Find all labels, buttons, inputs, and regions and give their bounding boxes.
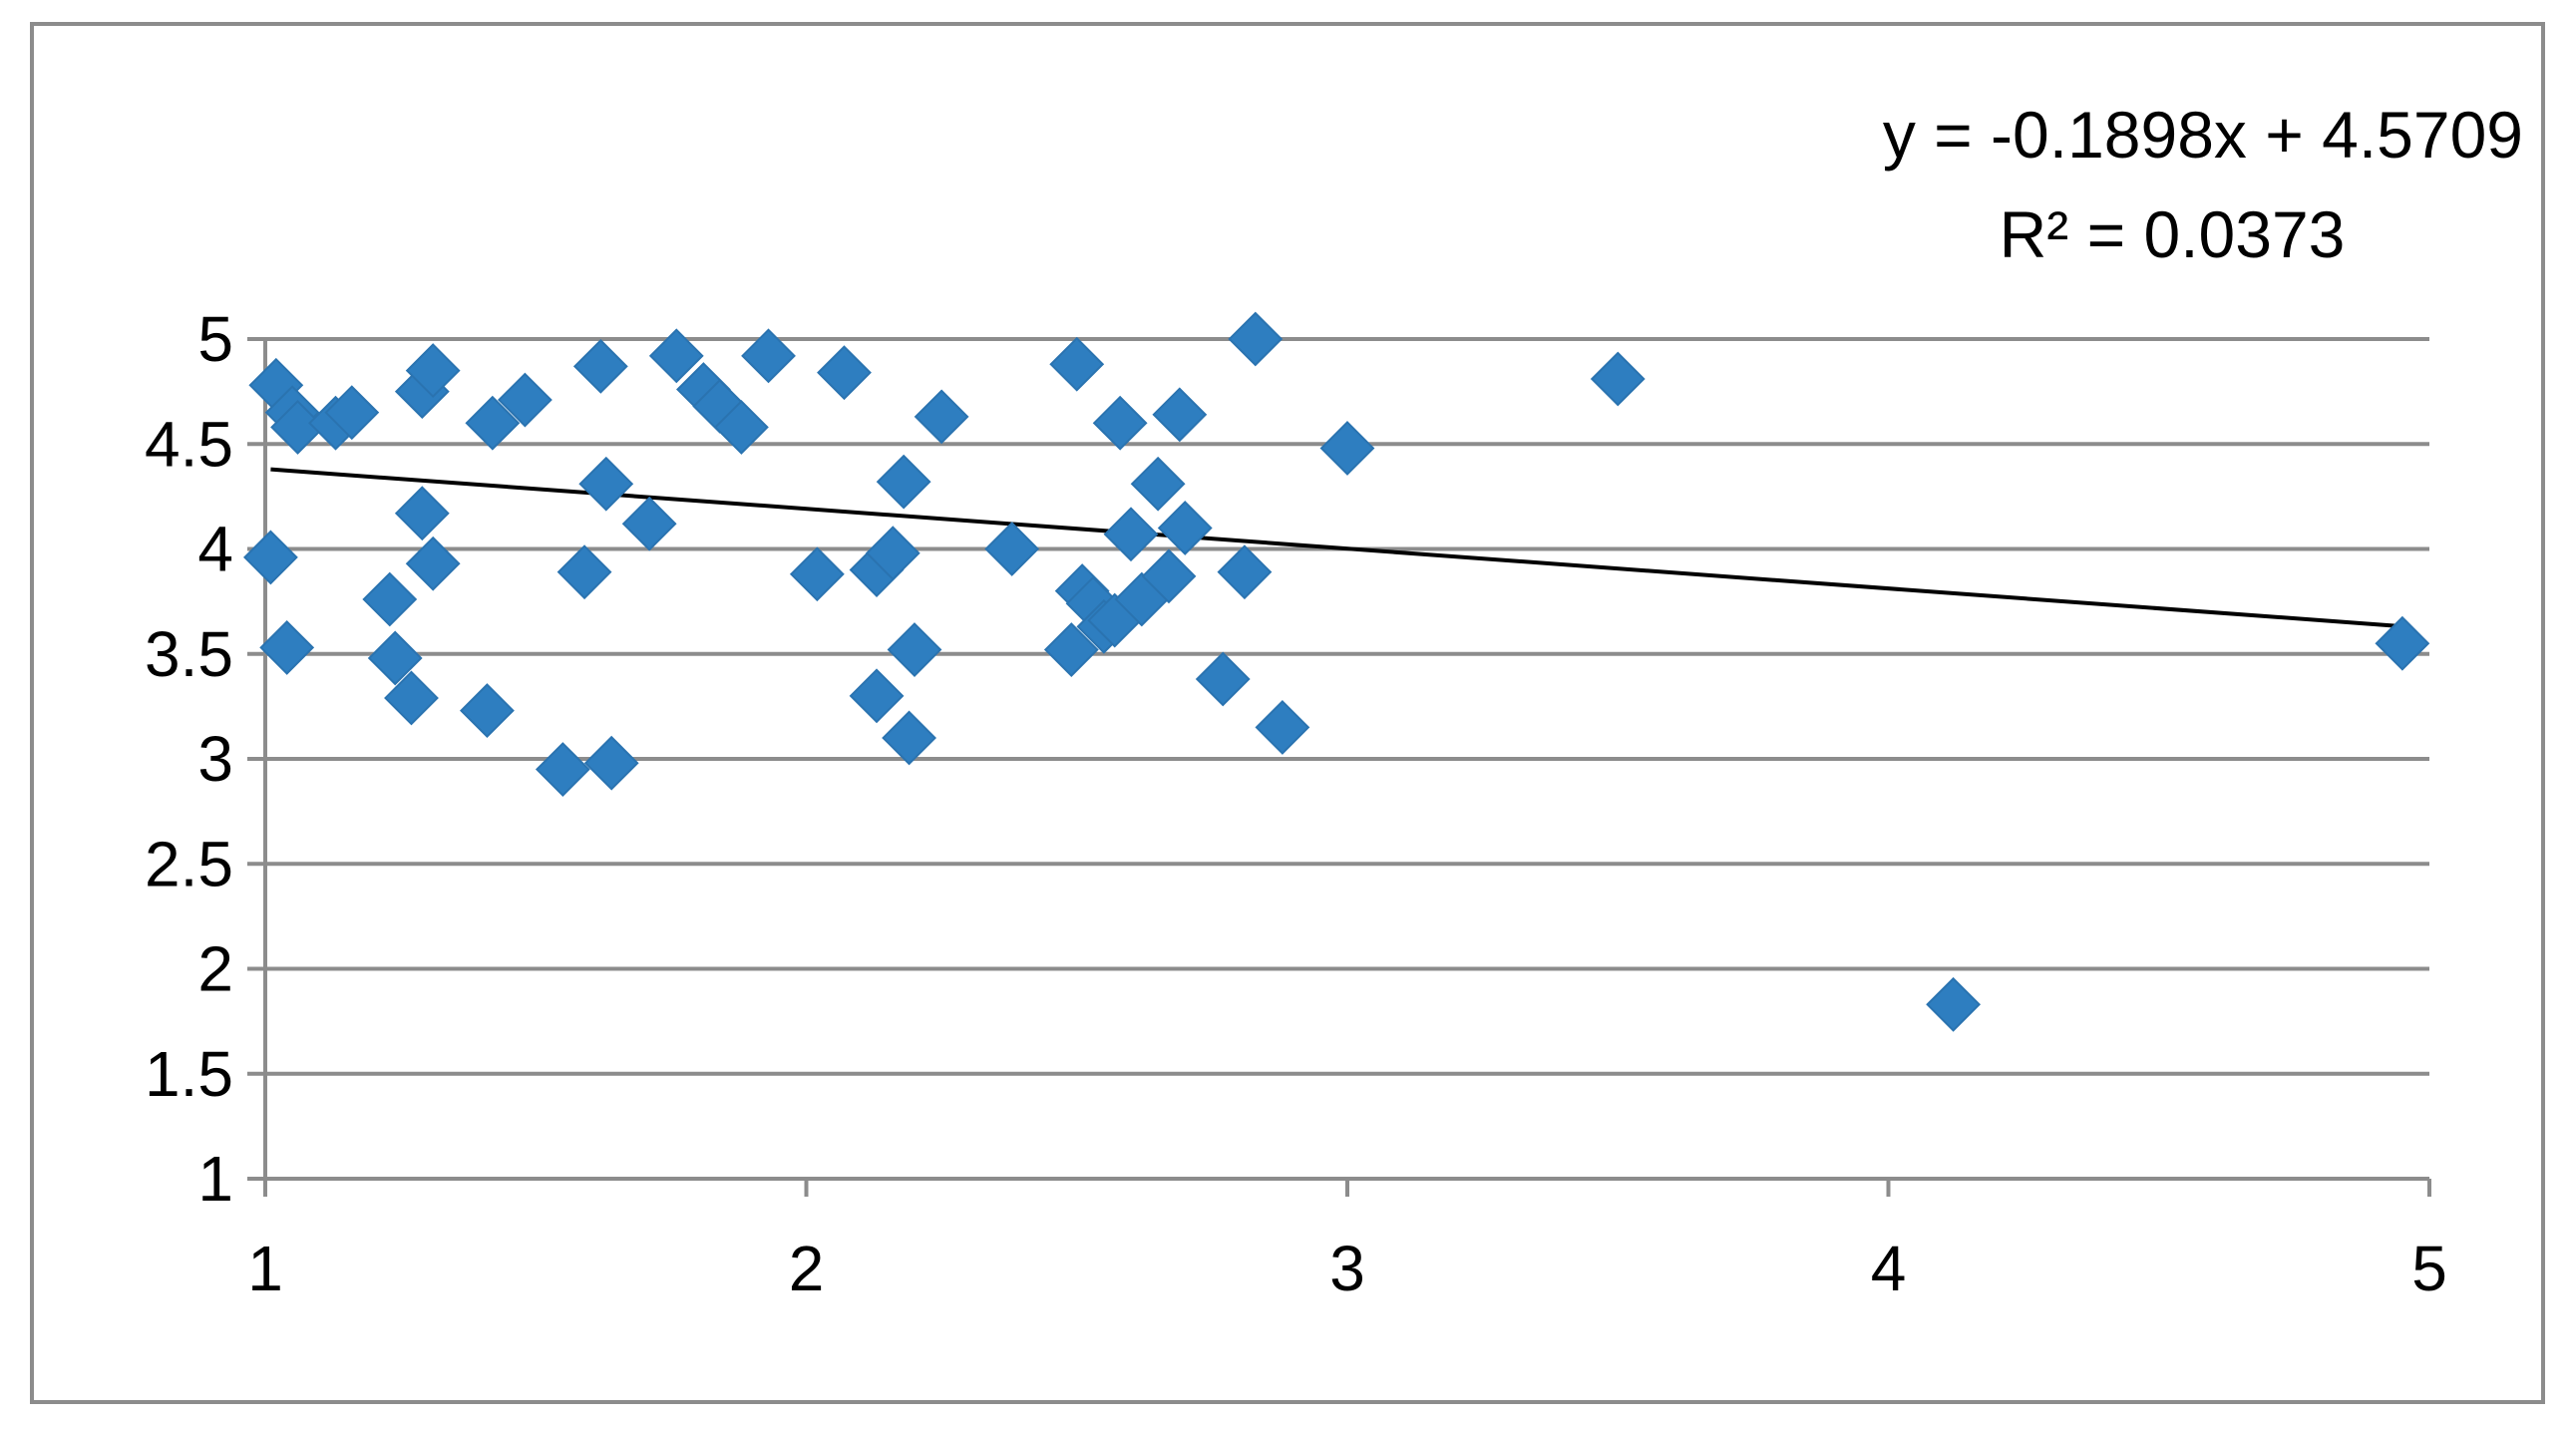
trendline-group xyxy=(270,467,2403,629)
data-point xyxy=(621,496,677,551)
data-point xyxy=(865,526,920,581)
y-tick-label: 3 xyxy=(197,723,233,795)
data-point xyxy=(405,343,461,398)
data-point xyxy=(789,546,845,602)
data-point xyxy=(578,456,634,512)
data-point xyxy=(259,620,315,675)
data-point xyxy=(914,389,969,445)
data-point xyxy=(741,328,796,384)
y-tick-label: 2 xyxy=(197,933,233,1005)
data-point xyxy=(1195,651,1251,707)
data-point xyxy=(497,372,552,428)
data-point xyxy=(465,395,521,451)
data-point xyxy=(1130,456,1186,512)
data-point xyxy=(2375,615,2430,671)
data-point xyxy=(572,338,628,394)
data-point xyxy=(243,530,298,585)
y-tick-label: 3.5 xyxy=(145,618,233,690)
y-tick-label: 4 xyxy=(197,514,233,585)
data-point xyxy=(887,622,942,677)
data-point xyxy=(817,345,872,401)
x-tick-label: 1 xyxy=(247,1233,283,1304)
axes xyxy=(247,337,2431,1197)
data-point xyxy=(362,571,418,627)
x-tick-label: 3 xyxy=(1329,1233,1365,1304)
data-point xyxy=(384,670,439,726)
data-point xyxy=(1926,976,1982,1032)
data-point xyxy=(713,399,769,455)
x-tick-label: 2 xyxy=(789,1233,825,1304)
trendline-r-squared: R² = 0.0373 xyxy=(2000,197,2346,271)
y-tick-label: 5 xyxy=(197,303,233,375)
x-tick-label: 4 xyxy=(1871,1233,1907,1304)
data-point xyxy=(1103,507,1159,562)
trendline xyxy=(270,467,2403,629)
data-point xyxy=(405,536,461,591)
data-point xyxy=(1217,544,1273,600)
data-point xyxy=(1157,501,1213,555)
data-point xyxy=(1092,395,1148,451)
data-point xyxy=(984,522,1040,576)
data-point xyxy=(648,328,704,384)
data-point xyxy=(1141,548,1197,604)
data-point xyxy=(849,668,905,724)
x-tick-label: 5 xyxy=(2411,1233,2447,1304)
data-point xyxy=(1228,311,1284,367)
trendline-equation: y = -0.1898x + 4.5709 xyxy=(1883,98,2523,172)
data-point xyxy=(556,544,612,600)
tick-labels: 1 1.5 2 2.5 3 3.5 4 4.5 5 1 2 3 4 5 xyxy=(145,303,2447,1304)
data-point xyxy=(1049,336,1105,392)
data-point xyxy=(876,454,931,510)
y-tick-label: 1.5 xyxy=(145,1038,233,1110)
data-point xyxy=(1319,421,1375,476)
data-point xyxy=(1152,387,1208,443)
data-point xyxy=(394,486,450,541)
y-tick-label: 4.5 xyxy=(145,408,233,480)
data-point xyxy=(367,630,423,686)
data-point xyxy=(535,742,590,797)
data-points xyxy=(243,311,2430,1032)
y-tick-label: 2.5 xyxy=(145,828,233,899)
y-tick-label: 1 xyxy=(197,1143,233,1215)
data-point xyxy=(1043,622,1099,677)
data-point xyxy=(1255,700,1310,755)
data-point xyxy=(882,710,936,766)
data-point xyxy=(583,735,639,791)
data-point xyxy=(324,385,380,441)
data-point xyxy=(460,683,515,738)
data-point xyxy=(1590,351,1646,407)
